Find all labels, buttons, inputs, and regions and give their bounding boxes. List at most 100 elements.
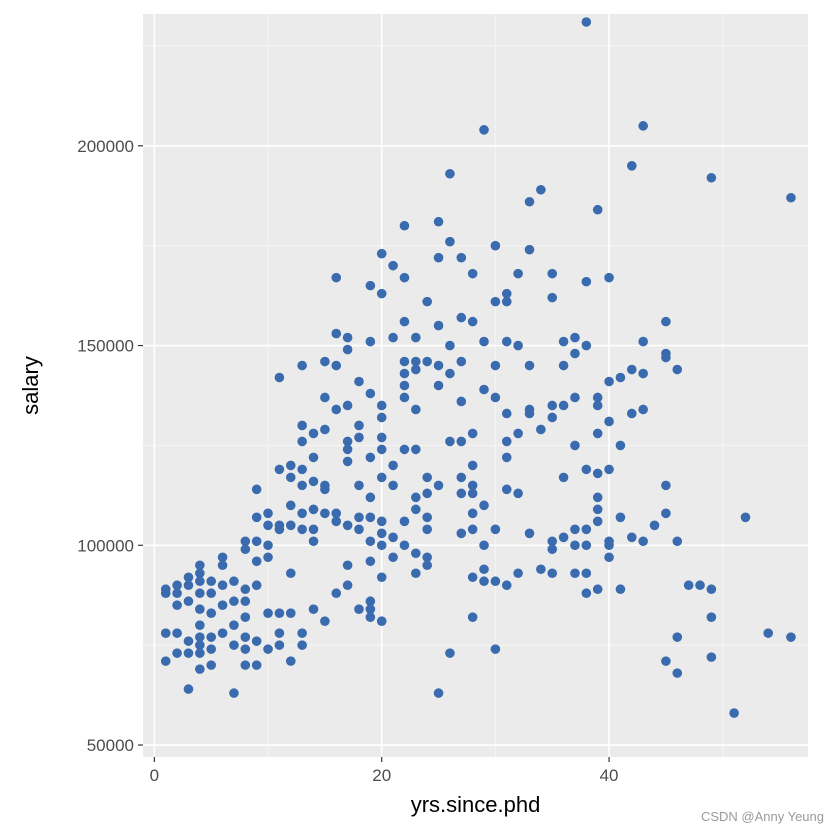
data-point <box>445 648 455 658</box>
plot-panel <box>143 14 808 757</box>
data-point <box>354 524 364 535</box>
data-point <box>297 464 307 475</box>
data-point <box>342 344 353 355</box>
data-point <box>490 392 501 403</box>
data-point <box>490 524 501 535</box>
data-point <box>456 436 467 447</box>
data-point <box>592 468 603 479</box>
data-point <box>456 528 467 539</box>
data-point <box>627 532 637 543</box>
data-point <box>240 536 251 547</box>
data-point <box>229 596 239 607</box>
data-point <box>206 588 217 599</box>
data-point <box>433 360 444 371</box>
y-tick-label: 150000 <box>77 337 134 356</box>
data-point <box>433 216 444 227</box>
data-point <box>501 452 512 463</box>
data-point <box>615 512 626 523</box>
data-point <box>536 564 546 575</box>
data-point <box>467 508 478 519</box>
data-point <box>456 356 467 367</box>
data-point <box>217 560 228 571</box>
data-point <box>229 576 239 587</box>
data-point <box>331 516 342 527</box>
data-point <box>217 552 228 563</box>
data-point <box>638 404 648 415</box>
data-point <box>172 648 182 658</box>
data-point <box>490 576 501 587</box>
x-axis: 0 20 40 <box>150 757 619 785</box>
data-point <box>285 500 296 511</box>
data-point <box>183 572 194 583</box>
data-point <box>365 512 376 523</box>
data-point <box>320 616 330 626</box>
data-point <box>160 628 171 638</box>
y-axis-title: salary <box>18 356 43 415</box>
data-point <box>297 480 307 491</box>
data-point <box>331 404 342 415</box>
data-point <box>411 364 421 375</box>
data-point <box>445 436 455 447</box>
data-point <box>320 356 330 367</box>
data-point <box>195 620 205 630</box>
data-point <box>524 196 535 207</box>
data-point <box>422 356 432 367</box>
data-point <box>172 600 182 611</box>
data-point <box>479 500 489 511</box>
data-point <box>263 644 273 654</box>
data-point <box>274 608 285 618</box>
data-point <box>604 272 614 283</box>
data-point <box>376 472 387 483</box>
data-point <box>672 364 683 375</box>
data-point <box>240 660 251 670</box>
data-point <box>195 604 205 614</box>
data-point <box>285 472 296 483</box>
data-point <box>422 512 432 523</box>
data-point <box>388 460 398 471</box>
y-tick-label: 200000 <box>77 137 134 156</box>
data-point <box>581 568 592 579</box>
data-point <box>320 424 330 435</box>
data-point <box>615 372 626 383</box>
data-point <box>376 528 387 539</box>
data-point <box>501 288 512 299</box>
data-point <box>558 336 569 347</box>
data-point <box>285 520 296 531</box>
data-point <box>365 492 376 503</box>
data-point <box>342 520 353 531</box>
data-point <box>490 296 501 307</box>
data-point <box>661 480 671 491</box>
data-point <box>627 408 637 419</box>
data-point <box>570 348 580 359</box>
data-point <box>445 368 455 379</box>
data-point <box>547 412 558 423</box>
data-point <box>206 644 217 654</box>
data-point <box>206 660 217 670</box>
data-point <box>615 584 626 595</box>
data-point <box>342 580 353 591</box>
data-point <box>399 540 410 551</box>
data-point <box>240 632 251 642</box>
data-point <box>581 276 592 287</box>
data-point <box>308 476 319 487</box>
data-point <box>558 472 569 483</box>
data-point <box>501 436 512 447</box>
data-point <box>581 17 592 27</box>
data-point <box>467 428 478 439</box>
data-point <box>547 292 558 303</box>
data-point <box>376 516 387 527</box>
data-point <box>604 376 614 387</box>
data-point <box>308 452 319 463</box>
data-point <box>638 536 648 547</box>
data-point <box>320 484 330 495</box>
data-point <box>297 640 307 650</box>
data-point <box>263 552 273 563</box>
data-point <box>501 296 512 307</box>
data-point <box>354 376 364 387</box>
data-point <box>160 656 171 666</box>
data-point <box>479 576 489 587</box>
data-point <box>388 332 398 343</box>
data-point <box>399 516 410 527</box>
data-point <box>388 480 398 491</box>
